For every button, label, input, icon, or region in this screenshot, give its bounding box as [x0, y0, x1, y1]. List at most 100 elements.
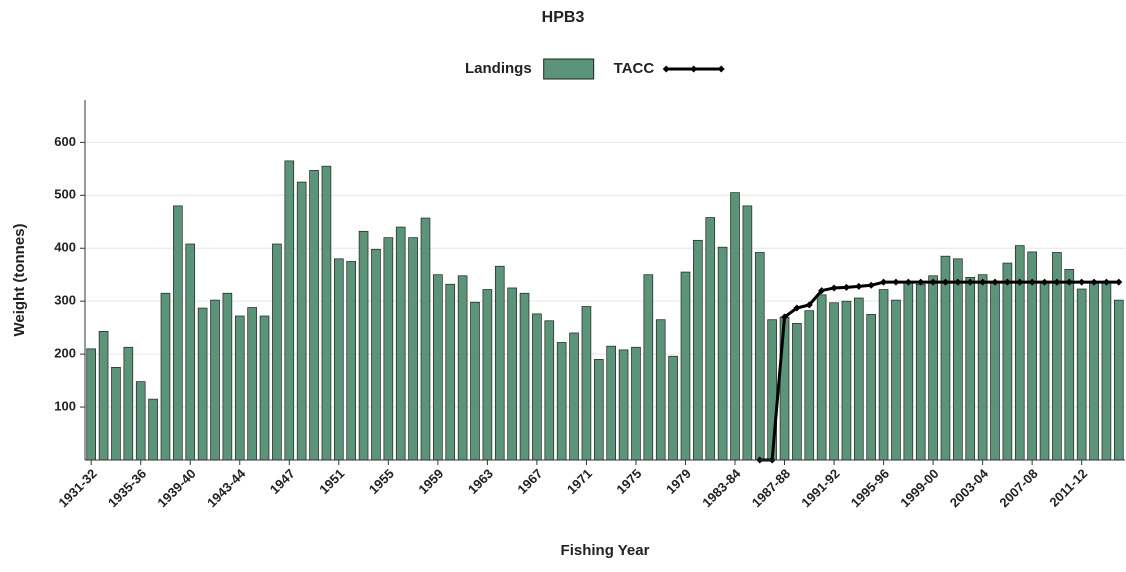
line-marker	[892, 278, 900, 286]
bar	[160, 292, 171, 461]
y-axis-title: Weight (tonnes)	[11, 223, 28, 336]
x-tick-label: 2011-12	[1046, 466, 1090, 510]
bar	[1076, 288, 1087, 461]
bar	[197, 307, 208, 461]
bar	[321, 165, 332, 461]
line-marker	[805, 301, 813, 309]
bar	[111, 367, 121, 461]
legend-marker	[662, 65, 670, 73]
bar	[507, 287, 517, 461]
bar	[210, 299, 220, 461]
bar	[482, 289, 493, 461]
line-marker	[1078, 278, 1086, 286]
bar	[395, 226, 406, 461]
line-marker	[1053, 278, 1061, 286]
bar	[693, 239, 703, 461]
bar	[754, 252, 765, 461]
bar	[742, 205, 753, 461]
bar	[445, 283, 456, 461]
bar	[606, 345, 616, 461]
line-marker	[1115, 278, 1123, 286]
y-tick-label: 300	[54, 293, 76, 308]
line-marker	[929, 278, 937, 286]
bar	[829, 302, 839, 461]
bar	[371, 248, 381, 461]
bar	[854, 297, 864, 461]
bar	[804, 310, 815, 461]
bar	[346, 261, 356, 461]
bar	[383, 237, 394, 461]
bar	[903, 281, 914, 461]
legend-marker	[690, 65, 698, 73]
bar	[977, 274, 988, 461]
bar	[1014, 245, 1025, 461]
bar	[594, 359, 604, 461]
x-tick-label: 2003-04	[947, 465, 992, 510]
y-tick-label: 400	[54, 240, 76, 255]
bar	[433, 274, 443, 461]
line-marker	[867, 281, 875, 289]
bar	[965, 277, 976, 461]
bar	[358, 230, 369, 461]
bar	[680, 271, 691, 461]
x-tick-label: 2007-08	[996, 466, 1040, 510]
bar	[272, 243, 282, 461]
bar	[1101, 282, 1112, 461]
line-marker	[954, 278, 962, 286]
line-marker	[830, 284, 838, 292]
bar	[990, 282, 1000, 461]
bar	[705, 217, 716, 461]
y-tick-label: 200	[54, 346, 76, 361]
bar	[953, 258, 963, 461]
bar	[866, 314, 876, 461]
bar	[643, 274, 654, 461]
bar	[519, 292, 530, 461]
x-tick-label: 1979	[663, 466, 694, 497]
x-tick-label: 1939-40	[154, 466, 198, 510]
x-tick-label: 1971	[564, 466, 595, 497]
bar	[259, 315, 270, 461]
x-tick-label: 1951	[316, 466, 347, 497]
line-marker	[917, 278, 925, 286]
x-tick-label: 1991-92	[798, 466, 842, 510]
bar	[173, 205, 183, 461]
bar	[408, 237, 418, 461]
bar	[86, 348, 96, 461]
x-tick-label: 1999-00	[897, 466, 941, 510]
legend-label: TACC	[614, 60, 655, 77]
bar	[222, 292, 233, 461]
bar	[1114, 299, 1124, 461]
bar	[470, 301, 480, 461]
line-marker	[793, 304, 801, 312]
bar	[581, 306, 592, 461]
line-marker	[1090, 278, 1098, 286]
line-marker	[1003, 278, 1011, 286]
x-axis-title: Fishing Year	[561, 542, 650, 559]
bar	[148, 398, 158, 461]
x-tick-label: 1943-44	[204, 465, 249, 510]
bar	[98, 331, 109, 461]
line-marker	[1102, 278, 1110, 286]
x-tick-label: 1975	[613, 466, 644, 497]
bar	[915, 283, 926, 461]
bar	[309, 170, 319, 461]
x-tick-label: 1967	[514, 466, 545, 497]
bar	[544, 320, 555, 461]
bar	[816, 294, 827, 461]
bar	[1089, 282, 1099, 461]
x-tick-label: 1959	[415, 466, 446, 497]
bar	[457, 275, 468, 461]
line-marker	[818, 287, 826, 295]
line-marker	[1016, 278, 1024, 286]
bar	[284, 160, 295, 461]
line-marker	[1028, 278, 1036, 286]
legend-label: Landings	[465, 60, 532, 77]
x-tick-label: 1935-36	[105, 466, 149, 510]
bar	[717, 246, 728, 461]
bar	[655, 319, 666, 461]
line-marker	[979, 278, 987, 286]
line-marker	[855, 282, 863, 290]
line-marker	[1065, 278, 1073, 286]
bar	[891, 299, 901, 461]
